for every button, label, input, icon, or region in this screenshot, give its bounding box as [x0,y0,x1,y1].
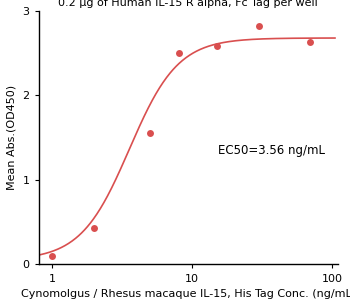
Y-axis label: Mean Abs.(OD450): Mean Abs.(OD450) [7,85,17,190]
Point [49,254,55,259]
Point [176,51,181,56]
Point [308,40,313,45]
Point [256,24,262,28]
X-axis label: Cynomolgus / Rhesus macaque IL-15, His Tag Conc. (ng/mL): Cynomolgus / Rhesus macaque IL-15, His T… [21,289,350,299]
Point [214,44,219,49]
Point [147,131,153,136]
Text: EC50=3.56 ng/mL: EC50=3.56 ng/mL [218,144,325,157]
Text: 0.2 μg of Human IL-15 R alpha, Fc Tag per well: 0.2 μg of Human IL-15 R alpha, Fc Tag pe… [58,0,318,8]
Point [92,226,97,231]
